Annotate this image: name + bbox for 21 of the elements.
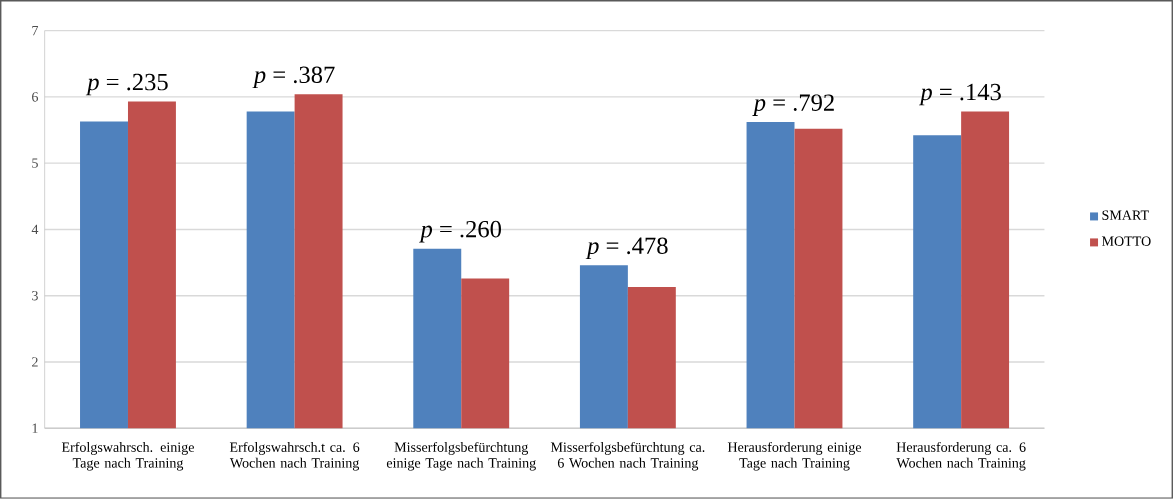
- x-tick-label: Misserfolgsbefürchtung einige Tage nach Training: [386, 441, 536, 471]
- x-tick-label: Misserfolgsbefürchtung ca. 6 Wochen nach Training: [550, 441, 705, 471]
- annotation: p = .260: [419, 220, 501, 243]
- annotation: p = .235: [85, 73, 168, 96]
- legend-label: MOTTO: [1101, 236, 1151, 246]
- y-tick-label: 4: [31, 224, 39, 235]
- y-tick-label: 3: [32, 291, 38, 301]
- annotation: p = .792: [752, 94, 834, 116]
- annotation: p = .143: [918, 83, 1001, 106]
- y-tick-label: 6: [32, 92, 39, 102]
- x-tick-label: Erfolgswahrsch. einige Tage nach Training: [61, 441, 194, 471]
- annotation: p = .478: [585, 237, 668, 260]
- legend-label: SMART: [1102, 210, 1149, 220]
- x-tick-label: Herausforderung einige Tage nach Training: [727, 441, 862, 471]
- y-tick-label: 5: [32, 158, 38, 168]
- annotation: p = .387: [252, 66, 335, 89]
- y-tick-label: 1: [32, 423, 38, 433]
- y-tick-label: 2: [32, 357, 38, 367]
- x-tick-label: Erfolgswahrsch.t ca. 6 Wochen nach Training: [229, 441, 360, 471]
- y-tick-label: 7: [32, 26, 39, 36]
- x-tick-label: Herausforderung ca. 6 Wochen nach Training: [896, 441, 1026, 471]
